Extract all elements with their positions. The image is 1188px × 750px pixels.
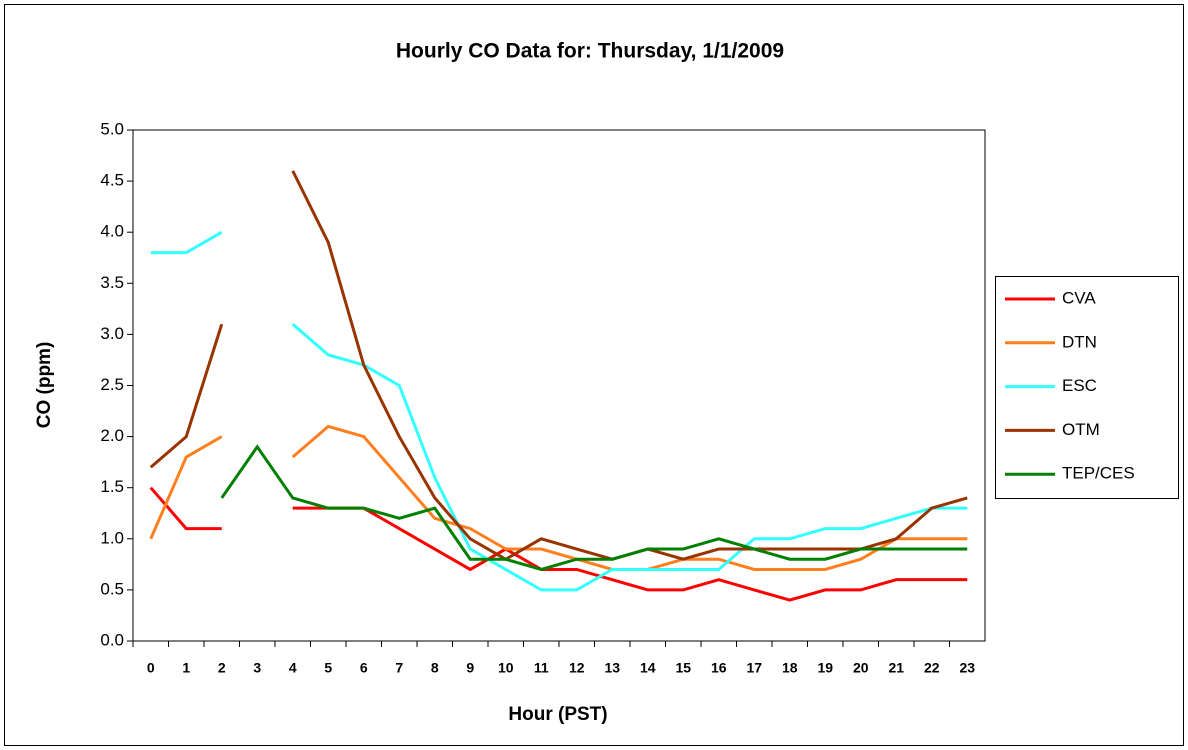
x-tick-label: 19 — [817, 660, 833, 676]
y-axis-label: CO (ppm) — [34, 342, 55, 429]
x-tick-label: 20 — [853, 660, 869, 676]
legend-label: OTM — [1062, 420, 1100, 439]
x-tick-label: 13 — [604, 660, 620, 676]
legend-label: ESC — [1062, 376, 1097, 395]
x-tick-label: 9 — [466, 660, 474, 676]
series-line — [220, 444, 968, 572]
y-tick-label: 3.5 — [100, 273, 124, 292]
y-tick-label: 1.5 — [100, 477, 124, 496]
legend-label: DTN — [1062, 332, 1097, 351]
x-tick-label: 11 — [534, 660, 549, 676]
plot-area — [132, 129, 986, 642]
y-tick-label: 0.0 — [100, 630, 124, 649]
y-tick-label: 4.0 — [100, 222, 124, 241]
x-tick-label: 15 — [675, 660, 691, 676]
x-tick-label: 8 — [431, 660, 439, 676]
y-tick-label: 4.5 — [100, 171, 124, 190]
x-axis-label: Hour (PST) — [508, 704, 607, 725]
series-line — [149, 486, 968, 602]
x-tick-label: 18 — [782, 660, 798, 676]
x-tick-label: 12 — [569, 660, 585, 676]
y-tick-label: 2.5 — [100, 375, 124, 394]
x-tick-label: 17 — [746, 660, 762, 676]
x-tick-label: 23 — [959, 660, 975, 676]
y-tick-label: 3.0 — [100, 324, 124, 343]
y-tick-label: 2.0 — [100, 426, 124, 445]
x-tick-label: 22 — [924, 660, 940, 676]
x-tick-label: 3 — [253, 660, 261, 676]
y-tick-label: 5.0 — [100, 119, 124, 138]
x-tick-label: 0 — [147, 660, 155, 676]
x-tick-label: 21 — [888, 660, 904, 676]
x-tick-label: 10 — [498, 660, 514, 676]
legend-label: TEP/CES — [1062, 464, 1135, 483]
y-tick-label: 0.5 — [100, 579, 124, 598]
x-tick-label: 1 — [182, 660, 190, 676]
x-tick-label: 6 — [360, 660, 368, 676]
x-tick-label: 7 — [395, 660, 403, 676]
x-tick-label: 16 — [711, 660, 727, 676]
x-tick-label: 5 — [324, 660, 332, 676]
series-line — [150, 230, 968, 592]
y-tick-label: 1.0 — [100, 528, 124, 547]
legend-label: CVA — [1062, 288, 1096, 307]
chart-title: Hourly CO Data for: Thursday, 1/1/2009 — [396, 40, 784, 63]
x-tick-label: 2 — [218, 660, 226, 676]
x-tick-label: 4 — [289, 660, 297, 676]
x-tick-label: 14 — [640, 660, 656, 676]
